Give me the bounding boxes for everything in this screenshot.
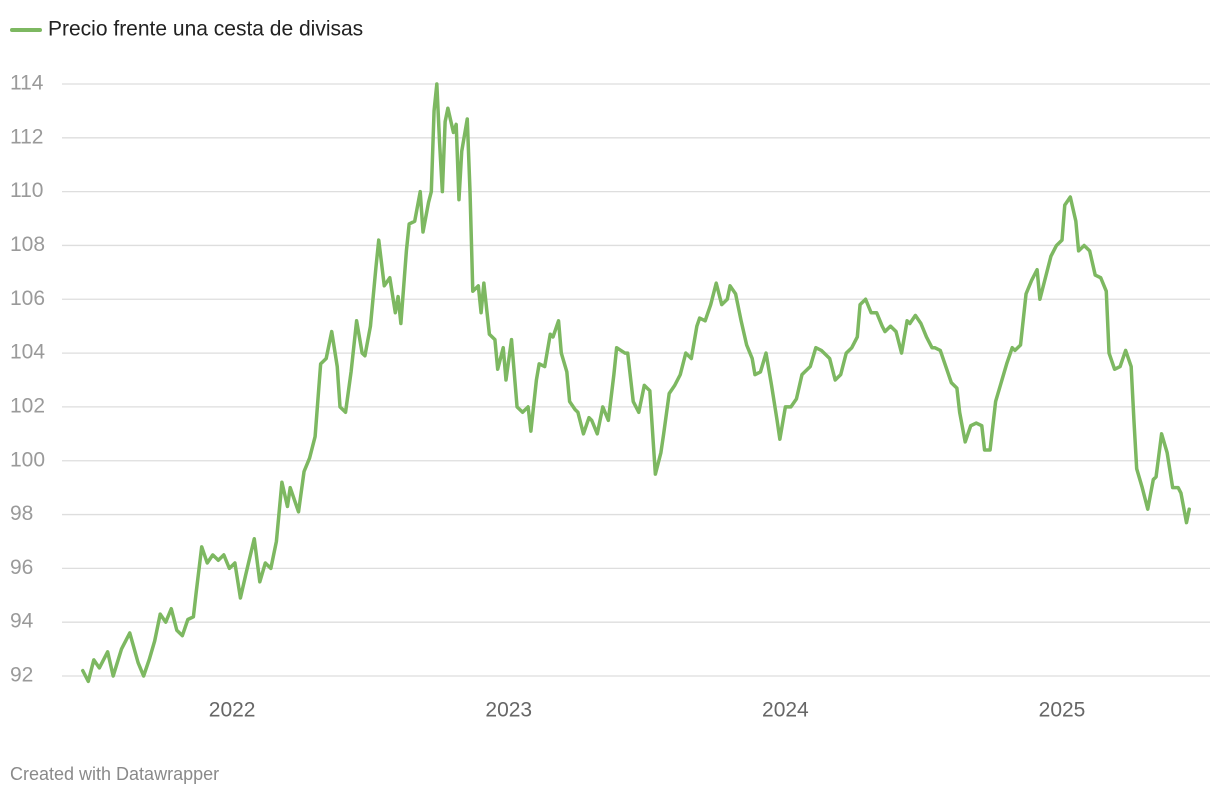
y-tick-label: 108 — [10, 233, 45, 256]
x-tick-label: 2022 — [209, 699, 256, 722]
x-tick-label: 2025 — [1039, 699, 1086, 722]
data-line — [81, 82, 1191, 684]
y-tick-label: 110 — [10, 179, 43, 202]
y-tick-label: 94 — [10, 610, 34, 633]
y-tick-label: 92 — [10, 664, 33, 687]
y-tick-label: 106 — [10, 287, 45, 310]
x-tick-label: 2023 — [485, 699, 532, 722]
y-tick-label: 114 — [10, 72, 44, 95]
credit: Created with Datawrapper — [10, 764, 219, 784]
y-tick-label: 96 — [10, 556, 33, 579]
y-tick-label: 100 — [10, 448, 45, 471]
legend-label: Precio frente una cesta de divisas — [48, 18, 363, 41]
x-tick-label: 2024 — [762, 699, 809, 722]
y-tick-label: 98 — [10, 502, 33, 525]
y-tick-label: 112 — [10, 125, 43, 148]
y-tick-label: 104 — [10, 341, 45, 364]
y-tick-label: 102 — [10, 394, 45, 417]
